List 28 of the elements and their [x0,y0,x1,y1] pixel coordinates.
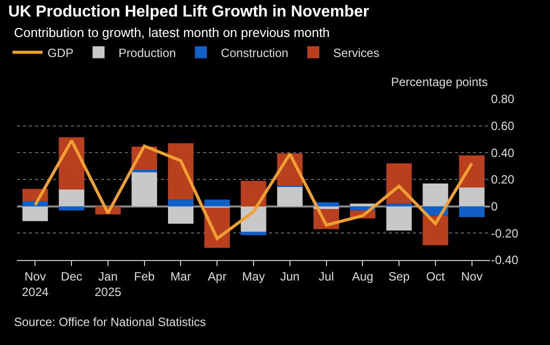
x-tick-label: Oct [426,269,446,284]
legend-label: Construction [220,46,288,60]
source-note: Source: Office for National Statistics [14,315,206,329]
chart-title: UK Production Helped Lift Growth in November [8,3,370,20]
x-tick-label: Jul [318,269,334,284]
x-tick-label: Feb [134,269,156,284]
legend-label: GDP [48,46,74,60]
x-tick-label: Jan 2025 [94,269,122,299]
x-tick-label: Mar [170,269,192,284]
legend-label: Services [333,46,380,60]
y-tick-label: 0.40 [491,146,515,160]
x-tick-label: Aug [352,269,374,284]
x-tick-label: May [242,269,265,284]
x-tick-label: Apr [208,269,226,284]
y-tick-label: -0.40 [491,253,519,268]
legend-label: Production [118,46,176,60]
y-tick-label: 0 [491,200,498,214]
chart-subtitle: Contribution to growth, latest month on previous month [14,25,330,40]
y-tick-label: -0.20 [491,226,519,240]
y-tick-label: 0.80 [491,92,515,106]
x-tick-label: Dec [60,269,82,284]
x-tick-label: Nov [461,269,482,284]
x-tick-label: Nov 2024 [22,269,49,299]
x-tick-label: Sep [388,269,410,284]
y-tick-label: 0.20 [491,172,515,187]
y-tick-label: 0.60 [491,119,515,134]
x-tick-label: Jun [280,269,300,284]
y-axis-title: Percentage points [391,75,488,89]
